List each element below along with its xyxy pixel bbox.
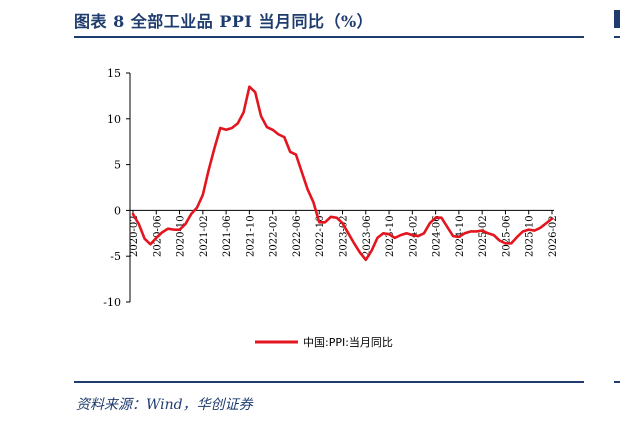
x-tick-label: 2021-02 — [199, 215, 210, 257]
x-tick-label: 2020-10 — [176, 215, 187, 257]
y-tick-label: 15 — [107, 67, 121, 80]
figure-title: 图表 8 全部工业品 PPI 当月同比（%） — [74, 12, 374, 31]
x-tick-label: 2021-10 — [245, 215, 256, 257]
x-tick-label: 2023-06 — [362, 215, 373, 257]
y-tick-label: 0 — [114, 204, 121, 217]
adjacent-figure-edge — [614, 10, 620, 28]
series-line-ppi — [131, 85, 554, 262]
top-rule — [74, 36, 584, 38]
y-tick-label: -5 — [110, 250, 121, 263]
legend-label: 中国:PPI:当月同比 — [303, 335, 393, 349]
x-tick-label: 2022-06 — [292, 215, 303, 257]
x-tick-label: 2022-02 — [269, 215, 280, 257]
x-tick-label: 2025-06 — [501, 215, 512, 257]
x-tick-label: 2023-02 — [339, 215, 350, 257]
x-tick-label: 2026-02 — [548, 215, 559, 257]
x-tick-label: 2020-02 — [129, 215, 140, 257]
top-rule-adjacent — [614, 36, 620, 38]
x-tick-label: 2025-10 — [525, 215, 536, 257]
figure-header: 图表 8 全部工业品 PPI 当月同比（%） — [74, 0, 582, 38]
source-note: 资料来源：Wind，华创证券 — [76, 397, 253, 413]
legend: 中国:PPI:当月同比 — [255, 335, 393, 349]
x-tick-label: 2025-02 — [478, 215, 489, 257]
y-axis: 15 10 5 0 -5 -10 — [103, 67, 131, 309]
x-axis: 2020-02 2020-06 2020-10 2021-02 2021-06 2021-… — [129, 209, 559, 257]
y-tick-label: -10 — [103, 296, 121, 309]
y-tick-label: 5 — [114, 159, 121, 172]
x-tick-label: 2022-10 — [315, 215, 326, 257]
y-tick-label: 10 — [107, 113, 121, 126]
bottom-rule — [74, 381, 584, 383]
x-tick-label: 2021-06 — [222, 215, 233, 257]
series-layer — [131, 85, 554, 262]
x-tick-label: 2024-06 — [432, 215, 443, 257]
bottom-rule-adjacent — [614, 381, 620, 383]
